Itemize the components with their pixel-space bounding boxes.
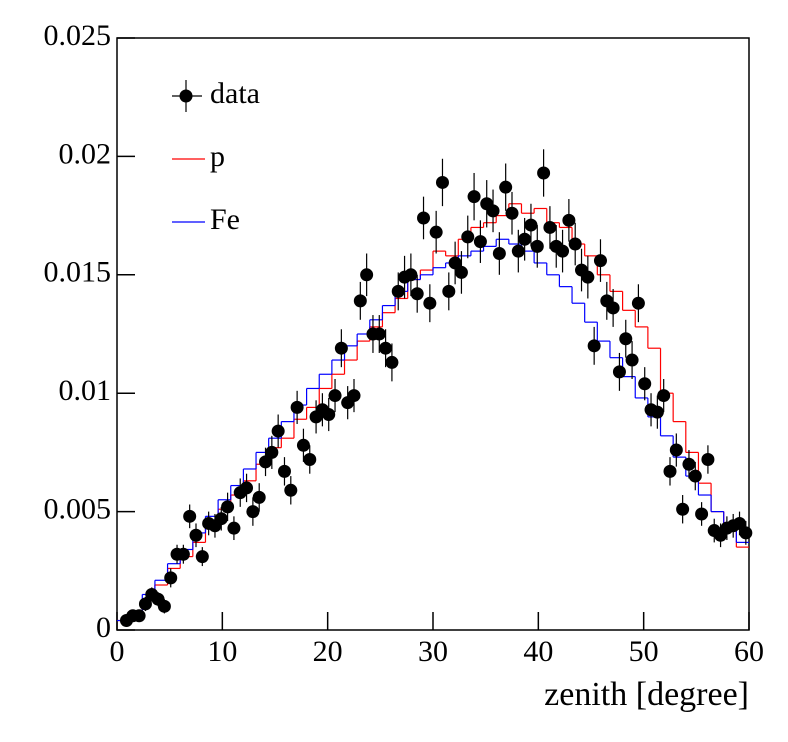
data-point	[391, 284, 405, 298]
data-point	[435, 175, 449, 189]
plot-frame	[116, 37, 750, 631]
legend-label: Fe	[210, 203, 240, 236]
data-point	[442, 284, 456, 298]
data-point	[505, 206, 519, 220]
data-point	[277, 464, 291, 478]
data-point	[429, 225, 443, 239]
data-point	[132, 609, 146, 623]
data-point	[246, 505, 260, 519]
y-tick-label: 0.015	[44, 256, 112, 289]
data-point	[518, 232, 532, 246]
data-point	[360, 268, 374, 282]
y-tick-label: 0	[96, 611, 111, 644]
data-point	[240, 481, 254, 495]
data-point	[347, 389, 361, 403]
x-tick-label: 10	[207, 635, 237, 668]
data-point	[385, 355, 399, 369]
data-point	[612, 365, 626, 379]
y-tick-label: 0.01	[59, 374, 112, 407]
data-point	[423, 296, 437, 310]
data-point	[164, 571, 178, 585]
data-point	[284, 483, 298, 497]
x-tick-label: 20	[313, 635, 343, 668]
data-point	[183, 509, 197, 523]
data-point	[733, 516, 747, 530]
y-tick-label: 0.005	[44, 492, 112, 525]
legend-marker	[179, 89, 193, 103]
data-point	[669, 443, 683, 457]
x-tick-label: 40	[523, 635, 553, 668]
data-point	[499, 180, 513, 194]
data-point	[657, 389, 671, 403]
y-tick-label: 0.02	[59, 137, 112, 170]
data-point	[227, 521, 241, 535]
data-point	[353, 294, 367, 308]
data-point	[410, 287, 424, 301]
data-point	[334, 341, 348, 355]
data-point	[322, 408, 336, 422]
legend-label: p	[210, 140, 225, 173]
data-point	[138, 597, 152, 611]
data-point	[372, 327, 386, 341]
data-point	[303, 453, 317, 467]
data-point	[562, 213, 576, 227]
data-point	[189, 528, 203, 542]
data-point	[404, 268, 418, 282]
x-axis-label: zenith [degree]	[544, 676, 749, 713]
data-point	[593, 254, 607, 268]
y-tick-label: 0.025	[44, 19, 112, 52]
data-point	[568, 237, 582, 251]
data-point	[214, 512, 228, 526]
data-point	[625, 353, 639, 367]
data-point	[252, 490, 266, 504]
data-point	[448, 256, 462, 270]
data-point	[606, 301, 620, 315]
data-point	[701, 453, 715, 467]
data-point	[467, 190, 481, 204]
data-point	[556, 244, 570, 258]
data-point	[461, 230, 475, 244]
data-point	[688, 469, 702, 483]
data-point	[265, 445, 279, 459]
data-point	[259, 455, 273, 469]
data-point	[157, 599, 171, 613]
legend-label: data	[210, 77, 260, 110]
data-point	[271, 424, 285, 438]
data-point	[296, 438, 310, 452]
data-point	[473, 235, 487, 249]
data-point	[682, 457, 696, 471]
x-tick-label: 30	[418, 635, 448, 668]
data-point	[511, 244, 525, 258]
data-point	[631, 296, 645, 310]
data-point	[638, 377, 652, 391]
data-point	[543, 220, 557, 234]
x-tick-label: 60	[734, 635, 764, 668]
data-point	[581, 270, 595, 284]
x-tick-label: 0	[110, 635, 125, 668]
data-point	[290, 400, 304, 414]
data-point	[650, 405, 664, 419]
data-point	[176, 547, 190, 561]
data-point	[492, 246, 506, 260]
data-point	[587, 339, 601, 353]
data-point	[417, 211, 431, 225]
data-point	[530, 239, 544, 253]
data-point	[695, 507, 709, 521]
data-point	[739, 526, 753, 540]
data-point	[486, 204, 500, 218]
data-point	[537, 166, 551, 180]
data-point	[195, 550, 209, 564]
x-tick-label: 50	[629, 635, 659, 668]
data-point	[524, 218, 538, 232]
data-point	[663, 464, 677, 478]
data-point	[676, 502, 690, 516]
data-point	[328, 389, 342, 403]
data-point	[619, 332, 633, 346]
data-point	[454, 265, 468, 279]
data-point	[221, 500, 235, 514]
data-point	[379, 341, 393, 355]
